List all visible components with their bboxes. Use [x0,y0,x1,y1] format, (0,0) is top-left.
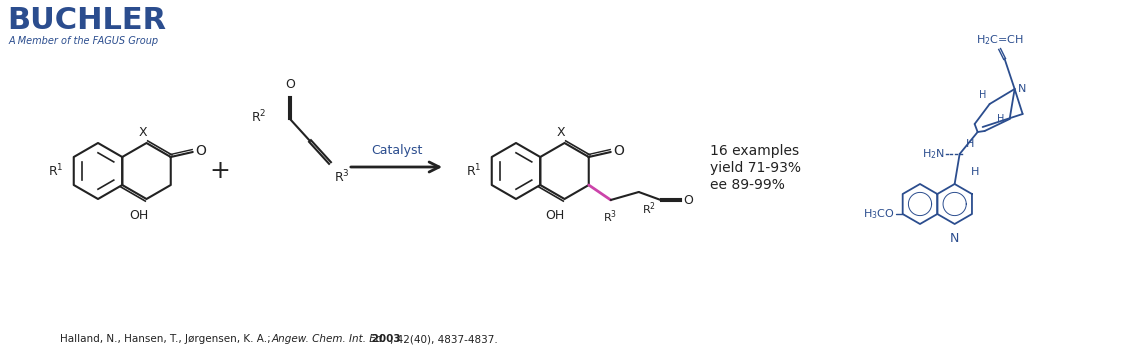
Text: R$^2$: R$^2$ [250,109,266,125]
Text: R$^3$: R$^3$ [603,208,617,225]
Text: X: X [556,126,565,139]
Text: H: H [979,90,987,100]
Text: OH: OH [129,209,148,222]
Text: A Member of the FAGUS Group: A Member of the FAGUS Group [9,36,159,46]
Text: , 42(40), 4837-4837.: , 42(40), 4837-4837. [390,334,497,344]
Text: Halland, N., Hansen, T., Jørgensen, K. A.;: Halland, N., Hansen, T., Jørgensen, K. A… [60,334,274,344]
Text: 16 examples: 16 examples [710,144,800,158]
Text: H$_3$CO: H$_3$CO [864,207,895,221]
Text: H$_2$C=CH: H$_2$C=CH [976,33,1023,47]
Text: BUCHLER: BUCHLER [7,6,166,35]
Text: R$^3$: R$^3$ [334,169,349,186]
Text: N: N [950,232,959,245]
Text: yield 71-93%: yield 71-93% [710,161,801,175]
Text: OH: OH [545,209,564,222]
Text: H: H [966,139,974,149]
Text: R$^2$: R$^2$ [641,200,656,216]
Text: Catalyst: Catalyst [371,144,422,157]
Text: H$_2$N: H$_2$N [922,147,944,161]
Text: O: O [195,144,207,158]
Text: R$^1$: R$^1$ [466,163,482,179]
Text: O: O [285,78,295,91]
Text: Angew. Chem. Int. Ed.: Angew. Chem. Int. Ed. [272,334,386,344]
Text: +: + [210,159,230,183]
Text: O: O [614,144,624,158]
Text: H: H [970,167,979,177]
Text: H: H [997,114,1005,124]
Text: 2003: 2003 [368,334,401,344]
Text: X: X [138,126,147,139]
Text: R$^1$: R$^1$ [48,163,64,179]
Text: ee 89-99%: ee 89-99% [710,178,785,192]
Text: N: N [1017,84,1026,94]
Text: O: O [684,194,694,206]
